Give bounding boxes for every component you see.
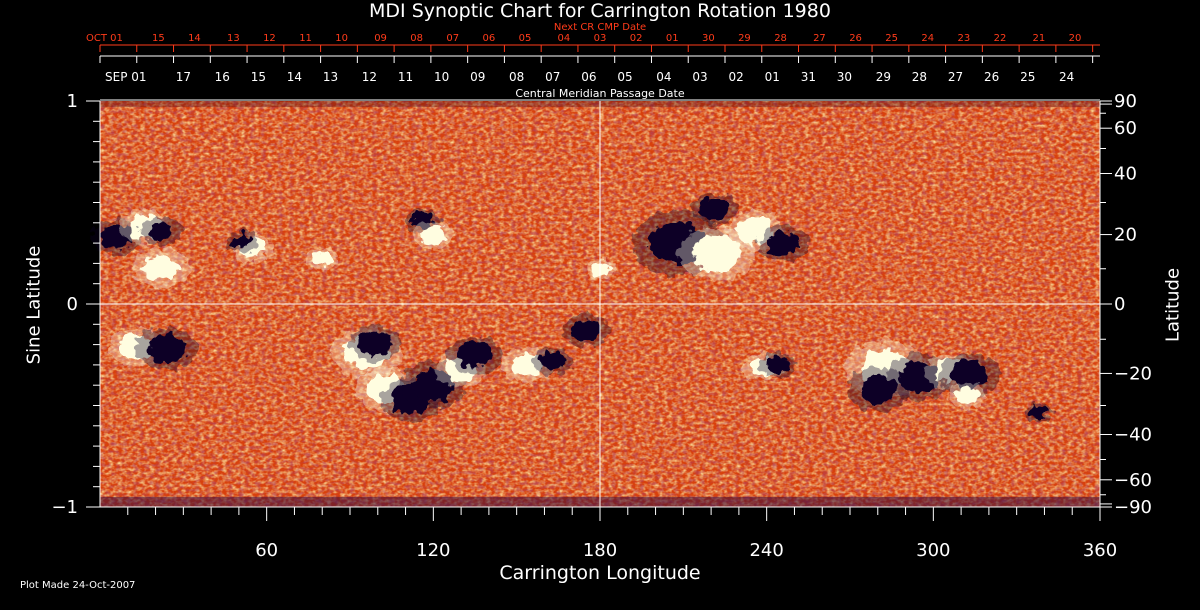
cmp-date-06: 06 xyxy=(581,70,596,84)
next-cr-date-13: 13 xyxy=(227,33,240,44)
active-region-positive-34 xyxy=(955,386,978,404)
cmp-date-SEP 01: SEP 01 xyxy=(105,70,147,84)
y-tick-label-left: 0 xyxy=(67,294,78,315)
x-tick-label-180: 180 xyxy=(583,540,617,561)
next-cr-date-20: 20 xyxy=(1069,33,1082,44)
active-region-negative-13 xyxy=(699,197,729,220)
y-tick-label-right: 0 xyxy=(1114,294,1125,315)
y-tick-label-right: 20 xyxy=(1114,225,1137,246)
next-cr-date-03: 03 xyxy=(594,33,607,44)
cmp-date-27: 27 xyxy=(948,70,963,84)
next-cr-cmp-label: Next CR CMP Date xyxy=(553,22,647,33)
y-tick-label-right: 90 xyxy=(1114,91,1137,112)
active-region-negative-26 xyxy=(571,319,601,342)
cmp-date-28: 28 xyxy=(912,70,927,84)
cmp-date-03: 03 xyxy=(692,70,707,84)
y-tick-label-left: 1 xyxy=(67,91,78,112)
next-cr-date-30: 30 xyxy=(702,33,715,44)
active-region-negative-23 xyxy=(457,341,493,368)
next-cr-date-04: 04 xyxy=(558,33,571,44)
next-cr-date-14: 14 xyxy=(188,33,201,44)
cmp-date-11: 11 xyxy=(398,70,413,84)
next-cr-date-22: 22 xyxy=(994,33,1007,44)
y-tick-label-right: 60 xyxy=(1114,118,1137,139)
next-cr-date-21: 21 xyxy=(1033,33,1046,44)
next-cr-date-28: 28 xyxy=(774,33,787,44)
x-tick-label-360: 360 xyxy=(1083,540,1117,561)
y-tick-label-right: 40 xyxy=(1114,164,1137,185)
next-cr-date-02: 02 xyxy=(630,33,643,44)
cmp-date-16: 16 xyxy=(215,70,230,84)
x-tick-label-60: 60 xyxy=(255,540,278,561)
y-tick-label-left: −1 xyxy=(51,497,78,518)
next-cr-date-08: 08 xyxy=(410,33,423,44)
next-cr-date-12: 12 xyxy=(263,33,276,44)
next-cr-date-29: 29 xyxy=(738,33,751,44)
cmp-date-24: 24 xyxy=(1059,70,1074,84)
cmp-date-01: 01 xyxy=(765,70,780,84)
cmp-date-17: 17 xyxy=(176,70,191,84)
next-cr-date-05: 05 xyxy=(519,33,532,44)
next-cr-date-26: 26 xyxy=(849,33,862,44)
y-tick-label-right: −60 xyxy=(1114,470,1152,491)
cmp-date-04: 04 xyxy=(656,70,671,84)
next-cr-date-OCT 01: OCT 01 xyxy=(86,33,123,44)
cmp-date-07: 07 xyxy=(545,70,560,84)
cmp-date-13: 13 xyxy=(323,70,338,84)
next-cr-date-24: 24 xyxy=(921,33,934,44)
next-cr-date-15: 15 xyxy=(152,33,165,44)
next-cr-date-07: 07 xyxy=(446,33,459,44)
active-region-negative-28 xyxy=(766,356,789,374)
x-tick-label-300: 300 xyxy=(916,540,950,561)
active-region-negative-35 xyxy=(1030,405,1047,418)
active-region-positive-3 xyxy=(143,254,179,281)
active-region-positive-8 xyxy=(420,225,447,245)
active-region-negative-33 xyxy=(950,360,989,390)
active-region-negative-5 xyxy=(232,233,252,249)
y-tick-label-right: −20 xyxy=(1114,363,1152,384)
active-region-negative-14 xyxy=(767,231,800,256)
active-region-negative-25 xyxy=(539,351,566,371)
next-cr-date-11: 11 xyxy=(299,33,312,44)
next-cr-date-06: 06 xyxy=(483,33,496,44)
cmp-date-26: 26 xyxy=(984,70,999,84)
active-region-positive-11 xyxy=(692,235,741,272)
cmp-date-08: 08 xyxy=(509,70,524,84)
cmp-date-31: 31 xyxy=(801,70,816,84)
chart-title: MDI Synoptic Chart for Carrington Rotati… xyxy=(369,0,831,22)
cmp-date-14: 14 xyxy=(287,70,302,84)
next-cr-date-25: 25 xyxy=(885,33,898,44)
x-axis-label: Carrington Longitude xyxy=(499,562,701,584)
next-cr-date-10: 10 xyxy=(335,33,348,44)
y-tick-label-right: −40 xyxy=(1114,424,1152,445)
next-cr-date-01: 01 xyxy=(666,33,679,44)
next-cr-date-09: 09 xyxy=(374,33,387,44)
active-region-negative-16 xyxy=(147,334,186,364)
plot-made-footer: Plot Made 24-Oct-2007 xyxy=(20,580,136,591)
active-region-negative-2 xyxy=(148,221,174,241)
next-cr-date-27: 27 xyxy=(813,33,826,44)
cmp-date-15: 15 xyxy=(251,70,266,84)
next-cr-date-23: 23 xyxy=(958,33,971,44)
x-tick-label-120: 120 xyxy=(416,540,450,561)
cmp-date-30: 30 xyxy=(837,70,852,84)
cmp-date-29: 29 xyxy=(876,70,891,84)
active-region-positive-6 xyxy=(312,252,332,267)
active-region-negative-18 xyxy=(359,330,391,355)
y-tick-label-right: −90 xyxy=(1114,497,1152,518)
cmp-date-label: Central Meridian Passage Date xyxy=(515,87,685,100)
x-tick-label-240: 240 xyxy=(749,540,783,561)
cmp-date-25: 25 xyxy=(1020,70,1035,84)
cmp-date-09: 09 xyxy=(470,70,485,84)
cmp-date-02: 02 xyxy=(728,70,743,84)
cmp-date-12: 12 xyxy=(362,70,377,84)
cmp-date-05: 05 xyxy=(617,70,632,84)
cmp-date-10: 10 xyxy=(434,70,449,84)
